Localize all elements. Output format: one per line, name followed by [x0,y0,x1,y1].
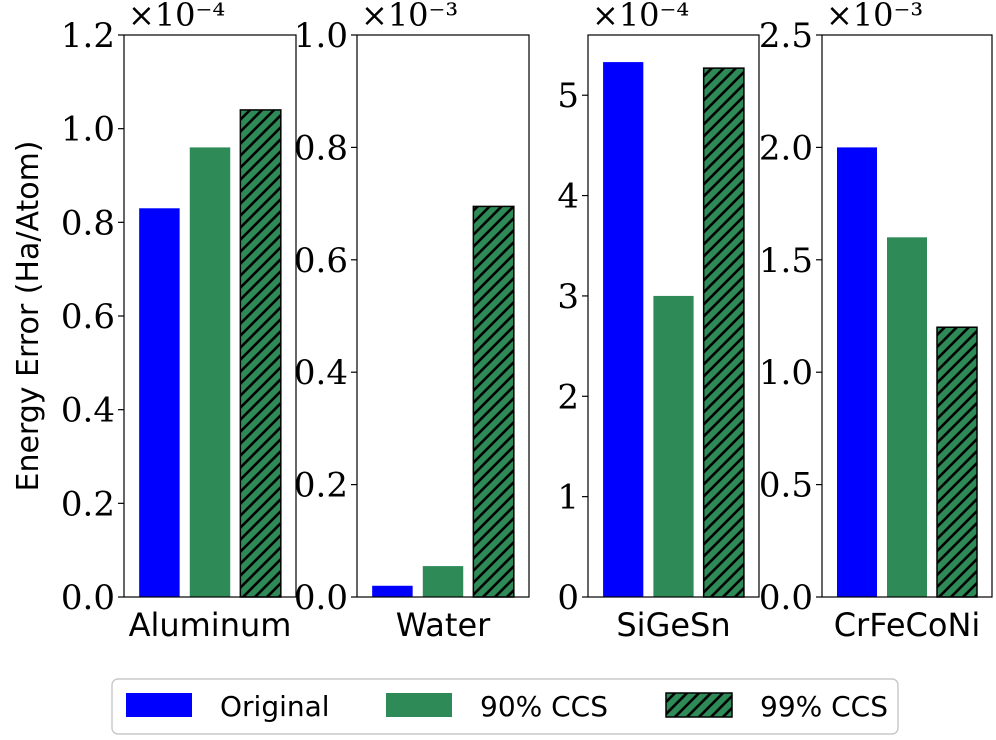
bar-crfeconi-99-ccs [936,326,978,598]
y-tick-label-water: 0.4 [294,353,348,393]
x-label-aluminum: Aluminum [129,606,292,644]
axes-frame-crfeconi [821,34,993,598]
bar-water-original [372,585,413,597]
axis-multiplier-sigesn: ×10⁻⁴ [592,0,689,34]
y-tick-label-aluminum: 0.2 [61,484,115,524]
axes-frame-sigesn [587,34,760,598]
bar-aluminum-99-ccs [239,109,282,598]
bar-sigesn-original [603,62,644,597]
bar-water-99-ccs [472,205,515,598]
legend-swatch-original [126,693,192,717]
y-tick-label-sigesn: 2 [557,377,579,417]
y-tick-label-crfeconi: 0.0 [759,578,813,618]
bar-aluminum-90-ccs [189,147,231,597]
x-label-water: Water [396,606,491,644]
panel-crfeconi: 0.0 0.5 1.0 1.5 2.0 2.5 ×10⁻³ CrFeCoNi [759,0,993,644]
y-tick-label-sigesn: 0 [557,578,579,618]
y-tick-label-crfeconi: 1.5 [759,241,813,281]
panel-water: 0.0 0.2 0.4 0.6 0.8 1.0 ×10⁻³ Water [294,0,530,644]
y-tick-label-aluminum: 0.8 [61,203,115,243]
y-tick-label-aluminum: 0.4 [61,391,115,431]
y-tick-label-crfeconi: 2.5 [759,16,813,56]
panels: 0.00.20.40.60.81.01.2×10⁻⁴Aluminum0.00.2… [61,0,993,644]
y-tick-label-crfeconi: 2.0 [759,128,813,168]
legend-label-99-ccs: 99% CCS [760,690,888,723]
x-label-crfeconi: CrFeCoNi [834,606,981,644]
y-tick-label-water: 0.0 [294,578,348,618]
y-tick-label-water: 0.2 [294,466,348,506]
y-tick-label-crfeconi: 0.5 [759,466,813,506]
y-tick-label-water: 1.0 [294,16,348,56]
y-tick-label-sigesn: 5 [557,76,579,116]
y-tick-label-aluminum: 0.6 [61,297,115,337]
y-tick-label-aluminum: 1.2 [61,16,115,56]
y-tick-label-sigesn: 3 [557,277,579,317]
x-label-sigesn: SiGeSn [616,606,730,644]
bar-crfeconi-original [837,147,877,597]
panel-sigesn: 0 1 2 3 4 5 ×10⁻⁴ SiGeSn [557,0,760,644]
legend-swatch-90-ccs [386,693,452,717]
axis-multiplier-water: ×10⁻³ [361,0,458,34]
legend-label-90-ccs: 90% CCS [480,690,608,723]
bar-sigesn-90-ccs [653,295,694,597]
y-tick-label-crfeconi: 1.0 [759,353,813,393]
panel-aluminum: 0.0 0.2 0.4 0.6 0.8 1.0 1.2 ×10⁻⁴ Aluminum [61,0,297,644]
legend-label-original: Original [220,690,330,723]
legend: Original 90% CCS 99% CCS [111,678,899,735]
bar-sigesn-99-ccs [702,67,745,598]
y-tick-label-aluminum: 1.0 [61,110,115,150]
bar-water-90-ccs [422,566,464,597]
y-axis-label: Energy Error (Ha/Atom) [11,140,46,491]
axis-multiplier-crfeconi: ×10⁻³ [826,0,923,34]
axis-multiplier-aluminum: ×10⁻⁴ [128,0,225,34]
y-tick-label-sigesn: 1 [557,478,579,518]
legend-swatch-99-ccs [665,692,733,718]
y-tick-label-aluminum: 0.0 [61,578,115,618]
axes-frame-water [356,34,530,598]
y-tick-label-sigesn: 4 [557,177,579,217]
bar-crfeconi-90-ccs [887,237,927,597]
bar-aluminum-original [139,208,180,598]
y-tick-label-water: 0.8 [294,128,348,168]
y-tick-label-water: 0.6 [294,241,348,281]
